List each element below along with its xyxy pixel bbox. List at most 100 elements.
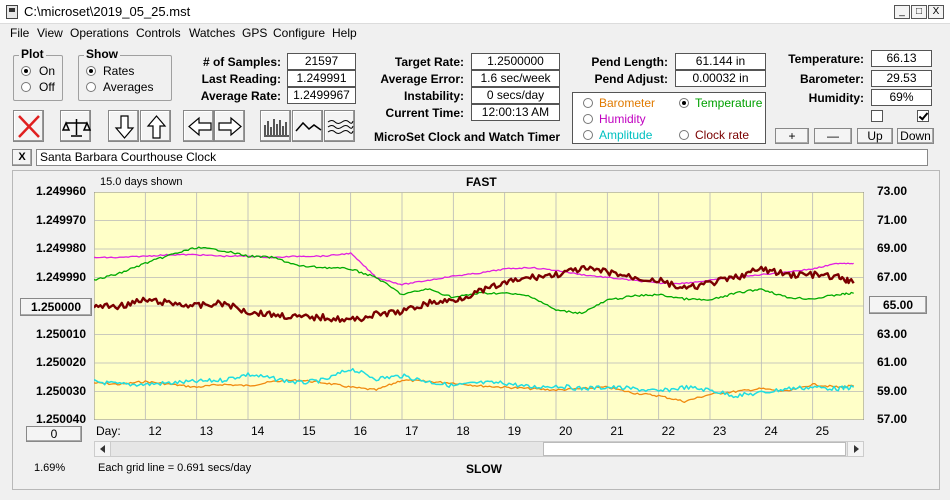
scroll-right-button[interactable] [847,442,863,456]
average-rate-value: 1.2499967 [287,87,356,104]
days-shown-label: 15.0 days shown [100,176,183,188]
y-right-tick-label: 63.00 [876,326,907,341]
y-right-tick-label: 69.00 [876,241,907,255]
average-error-label: Average Error: [380,72,464,86]
series-barometer [94,378,854,404]
checkbox-left[interactable] [871,110,883,122]
stop-x-icon [18,115,40,138]
temperature-env-label: Temperature: [788,52,864,66]
window-title: C:\microset\2019_05_25.mst [24,4,191,19]
up-arrow-button[interactable] [140,110,171,142]
humidity-env-value: 69% [871,89,932,106]
barometer-radio[interactable] [583,98,593,108]
scroll-thumb[interactable] [543,442,846,456]
maximize-button[interactable]: □ [911,5,927,19]
show-averages-radio[interactable] [86,82,96,92]
x-tick-label: 19 [507,424,522,438]
scale-balance-icon [61,119,92,137]
slow-label: SLOW [466,462,502,476]
plot-on-radio[interactable] [21,66,31,76]
plot-off-radio[interactable] [21,82,31,92]
chart-frame [12,170,940,490]
instability-label: Instability: [403,89,464,103]
left-arrow-button[interactable] [183,110,214,142]
bar-graph-button[interactable] [260,110,291,142]
instability-value: 0 secs/day [471,87,560,104]
amplitude-radio[interactable] [583,130,593,140]
y-right-tick-label: 73.00 [876,184,907,198]
temperature-radio[interactable] [679,98,689,108]
arrow-right-icon [218,116,242,137]
line-graph-icon [295,121,322,132]
show-rates-radio[interactable] [86,66,96,76]
wave-graph-button[interactable] [324,110,355,142]
app-name: MicroSet Clock and Watch Timer [374,130,561,144]
offset-button[interactable]: 0 [26,426,82,442]
stop-button[interactable] [13,110,44,142]
scale-down-button[interactable]: Down [897,128,934,144]
clock-name-input[interactable]: Santa Barbara Courthouse Clock [36,149,928,166]
humidity-radio[interactable] [583,114,593,124]
menu-operations[interactable]: Operations [70,26,129,40]
grid-note: Each grid line = 0.691 secs/day [98,462,252,474]
y-left-tick-label: 1.249970 [35,212,86,227]
barometer-env-label: Barometer: [799,72,864,86]
arrow-down-icon [114,115,135,139]
series-amplitude [94,367,855,399]
minimize-button[interactable]: _ [894,5,910,19]
x-tick-label: 18 [456,424,470,438]
x-tick-label: 23 [713,424,727,438]
x-tick-label: 15 [302,424,316,438]
line-graph-button[interactable] [292,110,323,142]
plot-on-label: On [39,64,56,78]
chart-scrollbar[interactable] [94,441,864,457]
x-tick-label: 21 [610,424,624,438]
percent-label: 1.69% [34,462,66,474]
app-icon[interactable] [6,5,18,19]
checkbox-right[interactable] [917,110,929,122]
arrow-up-icon [146,115,167,139]
menu-controls[interactable]: Controls [136,26,181,40]
y-left-tick-label: 1.250020 [35,355,86,369]
temperature-label: Temperature [695,96,763,110]
scale-up-button[interactable]: Up [857,128,893,144]
series-lines [94,246,855,404]
clock-rate-radio[interactable] [679,130,689,140]
vertical-grid [144,192,814,420]
samples-label: # of Samples: [202,55,281,69]
down-arrow-button[interactable] [108,110,139,142]
center-right-button[interactable]: 65.00 [869,296,927,314]
scroll-right-icon [854,445,859,453]
menu-watches[interactable]: Watches [189,26,236,40]
scroll-left-button[interactable] [95,442,111,456]
right-arrow-button[interactable] [214,110,245,142]
show-group [78,55,172,101]
menu-view[interactable]: View [37,26,63,40]
samples-value: 21597 [287,53,356,70]
y-right-tick-label: 67.00 [876,269,907,284]
center-left-button[interactable]: 1.250000 [20,298,92,316]
scale-plus-button[interactable]: + [775,128,809,144]
target-rate-value[interactable]: 1.2500000 [471,53,560,70]
pend-length-value[interactable]: 61.144 in [675,53,766,70]
scroll-left-icon [100,445,105,453]
target-rate-label: Target Rate: [394,55,464,69]
balance-button[interactable] [60,110,92,142]
wave-graph-icon [327,120,354,134]
y-left-tick-label: 1.250030 [35,383,86,398]
scale-minus-button[interactable]: — [814,128,852,144]
menu-gps[interactable]: GPS [242,26,268,40]
menu-help[interactable]: Help [332,26,357,40]
series-temperature [94,246,854,315]
menu-configure[interactable]: Configure [273,26,326,40]
menu-file[interactable]: File [10,26,30,40]
plot-off-label: Off [39,80,55,94]
y-right-tick-label: 71.00 [876,212,907,227]
x-tick-label: 25 [815,424,830,438]
show-rates-label: Rates [103,64,135,78]
close-button[interactable]: X [928,5,944,19]
clear-clock-button[interactable]: X [12,149,32,166]
plot-group [13,55,63,101]
menu-bar: File View Operations Controls Watches GP… [0,24,950,42]
x-tick-label: 17 [405,424,419,438]
